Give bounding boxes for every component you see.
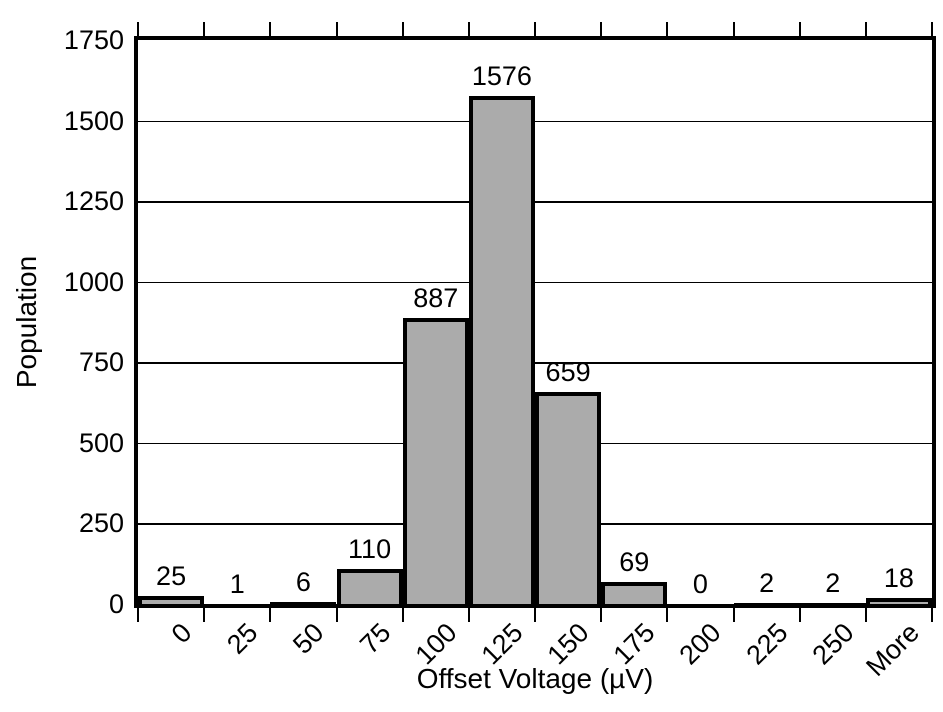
- bar-value-label: 18: [883, 563, 914, 594]
- x-tick-label: 175: [607, 617, 661, 671]
- x-tick-label: 225: [740, 617, 794, 671]
- bar: [138, 595, 205, 604]
- bar: [601, 581, 668, 604]
- x-axis-title: Offset Voltage (µV): [416, 663, 654, 694]
- plot-frame: [134, 36, 936, 608]
- bar: [468, 96, 535, 604]
- x-tick-label: 50: [287, 617, 330, 660]
- bar-value-label: 659: [545, 356, 591, 387]
- bar-value-label: 110: [348, 533, 392, 564]
- bar-value-label: 2: [759, 568, 775, 599]
- x-axis-tick-labels: 0 25 50 75 100 125 150 175 200 225 250 More: [138, 40, 932, 682]
- bottom-axis-tick: [269, 608, 272, 622]
- bottom-axis-tick: [600, 608, 603, 622]
- top-axis-tick: [269, 22, 272, 36]
- y-tick-label: 0: [108, 589, 124, 619]
- x-tick-label: 150: [541, 617, 595, 671]
- top-axis-tick: [931, 22, 933, 36]
- x-tick-label: 75: [353, 617, 397, 660]
- bottom-axis-tick: [335, 608, 338, 622]
- bottom-axis-tick: [931, 608, 933, 622]
- bar: [270, 602, 337, 604]
- x-tick-label: 100: [409, 617, 463, 671]
- bottom-axis-tick: [401, 608, 404, 622]
- top-axis-tick: [467, 22, 470, 36]
- bar-value-label: 69: [619, 546, 650, 577]
- top-axis-tick: [798, 22, 801, 36]
- y-tick-label: 1750: [63, 25, 124, 55]
- bar: [402, 318, 469, 604]
- bottom-axis-tick: [864, 608, 867, 622]
- top-axis-tick: [401, 22, 404, 36]
- y-tick-label: 1000: [63, 266, 124, 297]
- bar: [865, 598, 932, 604]
- gridline: [138, 281, 932, 284]
- bar: [733, 603, 800, 604]
- top-axis-tick: [203, 22, 206, 36]
- top-axis-tick: [137, 22, 139, 36]
- top-axis-tick: [864, 22, 867, 36]
- top-axis-tick: [600, 22, 603, 36]
- gridline: [138, 362, 932, 364]
- bar-value-label: 887: [413, 283, 459, 314]
- y-axis-tick-labels: 0 250 500 750 1000 1250 1500 1750: [0, 25, 124, 619]
- x-tick-label: 250: [806, 617, 860, 671]
- bar-value-label: 2: [825, 568, 841, 599]
- bar: [799, 603, 866, 604]
- top-axis-tick: [732, 22, 735, 36]
- bottom-axis-tick: [666, 608, 669, 622]
- plot-area: 25 1 6 110 887 1576 659 69 0 2 2 18: [138, 40, 932, 604]
- bottom-axis-tick: [534, 608, 536, 622]
- top-axis-tick: [666, 22, 669, 36]
- bottom-axis-tick: [798, 608, 801, 622]
- top-axis-tick: [335, 22, 338, 36]
- bar-value-label: 1: [229, 568, 245, 599]
- bottom-axis-tick: [137, 608, 139, 622]
- x-tick-label: 200: [673, 617, 727, 671]
- y-tick-label: 500: [78, 427, 124, 458]
- y-tick-label: 250: [78, 508, 124, 539]
- x-tick-label: 0: [165, 617, 198, 650]
- bar-value-label: 25: [156, 560, 187, 591]
- x-tick-label: 25: [221, 617, 264, 660]
- bottom-axis-tick: [732, 608, 735, 622]
- y-tick-label: 750: [78, 347, 124, 378]
- bar: [336, 568, 403, 604]
- bar: [535, 391, 602, 604]
- bar-value-label: 6: [295, 567, 311, 598]
- y-tick-label: 1500: [63, 105, 124, 136]
- bar-value-label: 1576: [471, 61, 532, 92]
- y-tick-label: 1250: [63, 186, 124, 217]
- gridline: [138, 201, 932, 203]
- top-axis-tick: [534, 22, 536, 36]
- gridline: [138, 120, 932, 123]
- bar-value-label: 0: [692, 569, 708, 599]
- bottom-axis-tick: [467, 608, 470, 622]
- bottom-axis-tick: [203, 608, 206, 622]
- x-tick-label: 125: [475, 617, 529, 671]
